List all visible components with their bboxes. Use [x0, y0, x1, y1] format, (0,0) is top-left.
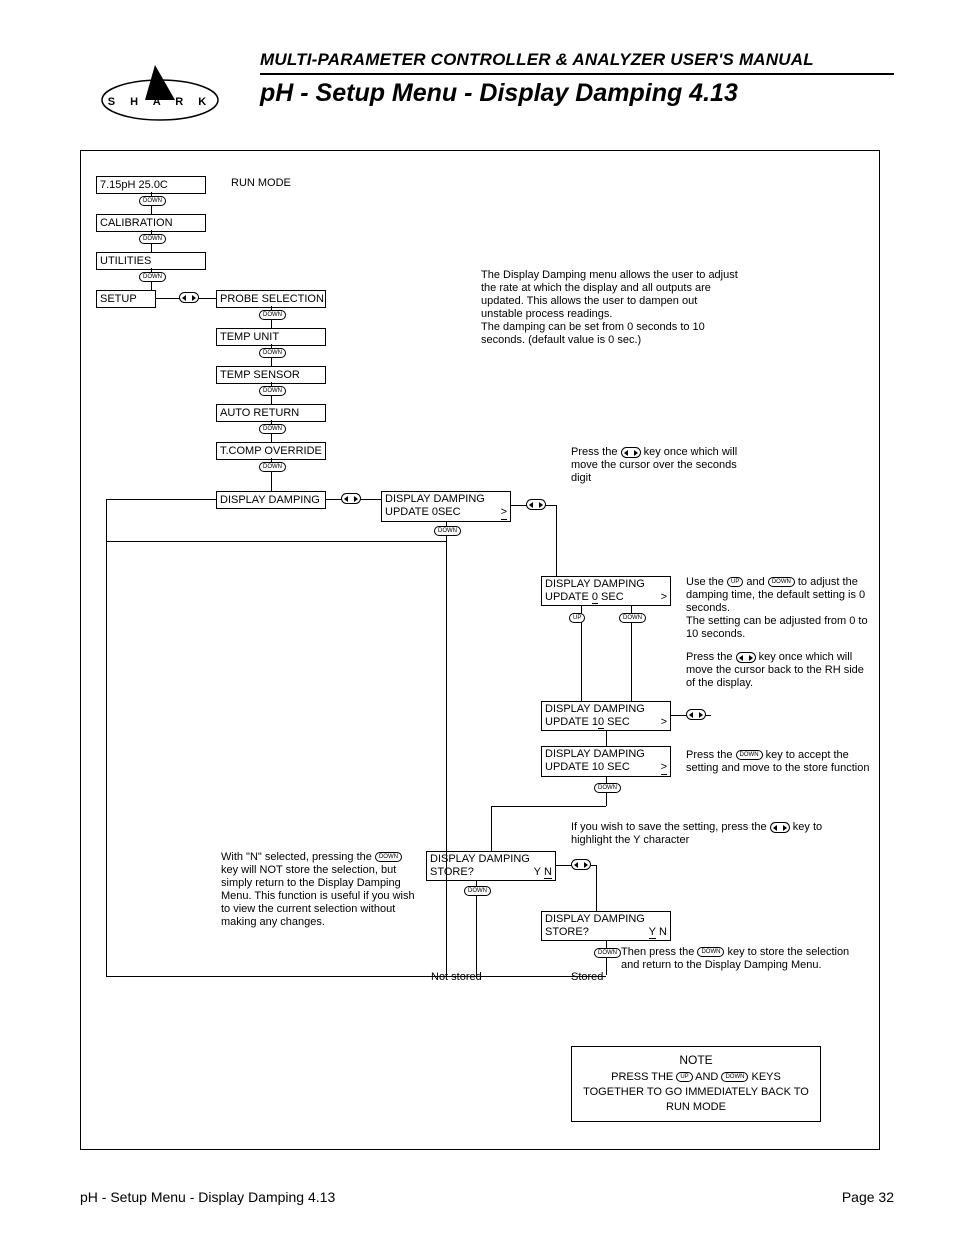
label-run-mode: RUN MODE: [231, 177, 291, 190]
text-use-updown: Use the UP and DOWN to adjust the dampin…: [686, 576, 871, 641]
text-intro: The Display Damping menu allows the user…: [481, 269, 741, 347]
text-press-arrow-back: Press the key once which will move the c…: [686, 651, 871, 690]
arrow-key-icon: [571, 859, 591, 870]
note-title: NOTE: [582, 1053, 810, 1068]
down-key-icon: DOWN: [768, 577, 795, 587]
down-key-icon: DOWN: [721, 1072, 748, 1082]
note-box: NOTE PRESS THE UP AND DOWN KEYS TOGETHER…: [571, 1046, 821, 1122]
arrow-key-icon: [621, 447, 641, 458]
text-press-arrow: Press the key once which will move the c…: [571, 446, 751, 485]
text-save-hint: If you wish to save the setting, press t…: [571, 821, 831, 847]
diagram-frame: 7.15pH 25.0C RUN MODE DOWN CALIBRATION D…: [80, 150, 880, 1150]
down-key-icon: DOWN: [139, 234, 166, 244]
arrow-key-icon: [686, 709, 706, 720]
arrow-key-icon: [526, 499, 546, 510]
down-key-icon: DOWN: [434, 526, 461, 536]
arrow-key-icon: [770, 822, 790, 833]
manual-title: MULTI-PARAMETER CONTROLLER & ANALYZER US…: [260, 50, 894, 75]
text-then-press-store: Then press the DOWN key to store the sel…: [621, 946, 851, 972]
down-key-icon: DOWN: [259, 462, 286, 472]
lcd-damping-cursor10: DISPLAY DAMPING UPDATE 10 SEC>: [541, 701, 671, 731]
lcd-setup: SETUP: [96, 290, 156, 308]
down-key-icon: DOWN: [594, 783, 621, 793]
page-footer: pH - Setup Menu - Display Damping 4.13 P…: [80, 1189, 894, 1205]
label-stored: Stored: [571, 971, 603, 984]
lcd-damping-0sec: DISPLAY DAMPING UPDATE 0SEC>: [381, 491, 511, 522]
arrow-key-icon: [341, 493, 361, 504]
down-key-icon: DOWN: [139, 272, 166, 282]
down-key-icon: DOWN: [697, 947, 724, 957]
shark-logo: S H A R K: [100, 60, 220, 125]
up-key-icon: UP: [569, 613, 585, 623]
page-header: S H A R K MULTI-PARAMETER CONTROLLER & A…: [60, 50, 894, 140]
down-key-icon: DOWN: [259, 424, 286, 434]
footer-left: pH - Setup Menu - Display Damping 4.13: [80, 1189, 335, 1205]
footer-right: Page 32: [842, 1189, 894, 1205]
down-key-icon: DOWN: [619, 613, 646, 623]
lcd-damping-10sec: DISPLAY DAMPING UPDATE 10 SEC>: [541, 746, 671, 777]
up-key-icon: UP: [676, 1072, 692, 1082]
down-key-icon: DOWN: [375, 852, 402, 862]
down-key-icon: DOWN: [259, 310, 286, 320]
lcd-display-damping: DISPLAY DAMPING: [216, 491, 326, 509]
down-key-icon: DOWN: [594, 948, 621, 958]
page-title: pH - Setup Menu - Display Damping 4.13: [260, 79, 894, 108]
lcd-store-yn-y: DISPLAY DAMPING STORE?Y N: [541, 911, 671, 941]
text-with-n-selected: With "N" selected, pressing the DOWN key…: [221, 851, 421, 929]
label-not-stored: Not stored: [431, 971, 482, 984]
down-key-icon: DOWN: [464, 886, 491, 896]
lcd-damping-cursor0: DISPLAY DAMPING UPDATE 0 SEC>: [541, 576, 671, 606]
down-key-icon: DOWN: [736, 750, 763, 760]
down-key-icon: DOWN: [259, 348, 286, 358]
down-key-icon: DOWN: [259, 386, 286, 396]
up-key-icon: UP: [727, 577, 743, 587]
arrow-key-icon: [736, 652, 756, 663]
down-key-icon: DOWN: [139, 196, 166, 206]
arrow-key-icon: [179, 292, 199, 303]
text-press-down-accept: Press the DOWN key to accept the setting…: [686, 749, 871, 775]
svg-text:S H A R K: S H A R K: [108, 96, 213, 108]
